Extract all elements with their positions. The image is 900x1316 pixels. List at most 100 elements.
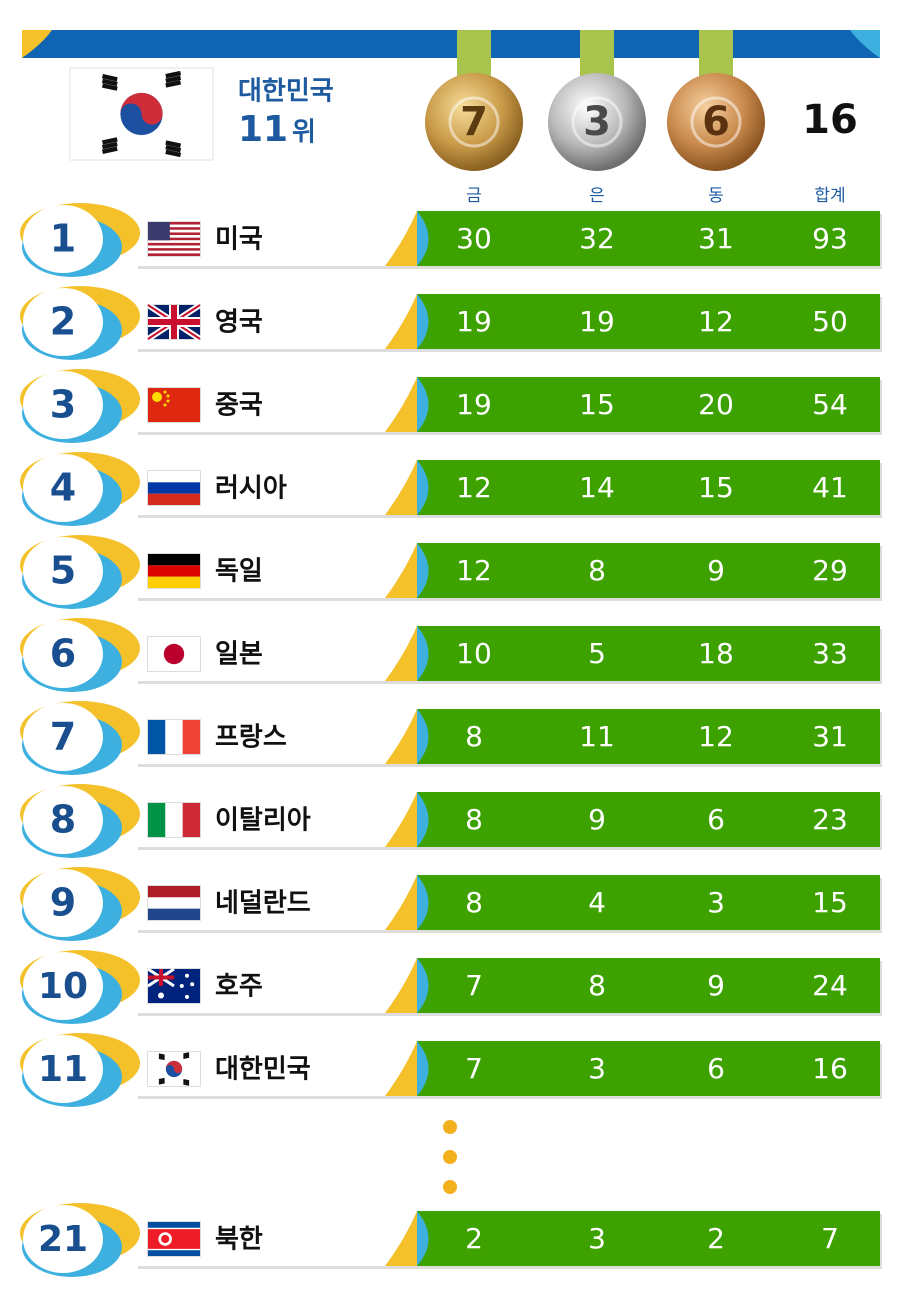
- row-divider-deco: [385, 1211, 417, 1266]
- flag-part: [165, 145, 182, 153]
- header-rank-suffix: 위: [292, 118, 316, 148]
- medal-value: 19: [456, 305, 492, 338]
- flag-part: [158, 1079, 165, 1083]
- row-divider-deco: [385, 626, 417, 681]
- row-divider-deco: [385, 377, 417, 432]
- header-rank: 11: [238, 109, 288, 150]
- country-flag: [147, 636, 201, 672]
- medal-value: 5: [588, 637, 606, 670]
- rank-number: 6: [50, 632, 76, 676]
- flag-part: [165, 1060, 183, 1074]
- row-medal-cell: [417, 626, 880, 681]
- medal-value: 29: [812, 554, 848, 587]
- column-label: 은: [589, 186, 605, 206]
- rank-badge: [23, 205, 103, 273]
- row-divider-deco: [385, 460, 417, 515]
- medal: [667, 73, 765, 171]
- country-flag: [147, 1051, 201, 1087]
- flag-part: [101, 78, 118, 87]
- medal-value: 6: [707, 1052, 725, 1085]
- row-divider-deco: [385, 1041, 417, 1096]
- medal-value: 20: [698, 388, 734, 421]
- flag-part: [165, 720, 183, 754]
- flag-part: [148, 245, 200, 249]
- medal-value: 54: [812, 388, 848, 421]
- flag-part: [182, 720, 200, 754]
- medal-value: 2: [465, 1222, 483, 1255]
- flag-part: [183, 1053, 190, 1058]
- flag-part: [101, 83, 118, 91]
- flag-part: [120, 92, 163, 125]
- flag-part: [185, 994, 189, 999]
- flag-part: [183, 1079, 190, 1083]
- flag-part: [148, 237, 200, 241]
- row-medal-cell: [417, 1211, 880, 1266]
- top-bar-deco: [22, 30, 52, 58]
- header-total: 16: [802, 97, 858, 143]
- top-bar: [22, 30, 880, 58]
- medal: [425, 73, 523, 171]
- row-medal-deco: [417, 1211, 429, 1266]
- medal-value: 41: [812, 471, 848, 504]
- flag-part: [148, 803, 166, 837]
- medal-inner: [690, 96, 742, 148]
- medal-value: 7: [465, 1052, 483, 1085]
- medal-value: 3: [707, 886, 725, 919]
- medal-value: 11: [579, 720, 615, 753]
- flag-part: [148, 253, 200, 256]
- flag-part: [148, 565, 200, 577]
- flag-part: [148, 250, 200, 254]
- flag-part: [166, 394, 170, 398]
- row-divider-deco: [385, 294, 417, 349]
- row-medal-deco: [417, 543, 429, 598]
- medal-value: 31: [698, 222, 734, 255]
- medal-value: 8: [588, 554, 606, 587]
- medal-inner: [448, 96, 500, 148]
- row-medal-cell: [417, 792, 880, 847]
- flag-part: [165, 149, 182, 158]
- medal-count: 7: [460, 99, 488, 145]
- top-bar-deco: [850, 30, 880, 58]
- row-divider-deco: [385, 875, 417, 930]
- medal-value: 8: [465, 886, 483, 919]
- ellipsis-dot: [443, 1120, 457, 1134]
- flag-part: [148, 224, 200, 228]
- country-flag: [147, 387, 201, 423]
- medal-value: 3: [588, 1052, 606, 1085]
- country-flag: [147, 719, 201, 755]
- country-flag: [146, 302, 202, 342]
- medal-value: 9: [707, 969, 725, 1002]
- row-divider-deco: [385, 211, 417, 266]
- medal-value: 15: [812, 886, 848, 919]
- medal-value: 19: [579, 305, 615, 338]
- flag-part: [148, 248, 200, 251]
- flag-part: [148, 222, 170, 241]
- flag-part: [148, 886, 200, 898]
- flag-part: [148, 975, 174, 980]
- flag-part: [148, 482, 200, 494]
- flag-part: [183, 1080, 190, 1085]
- row-medal-deco: [417, 792, 429, 847]
- country-name: 대한민국: [215, 1055, 311, 1085]
- flag-part: [152, 392, 162, 402]
- flag-part: [158, 1077, 165, 1081]
- country-name: 중국: [215, 391, 263, 421]
- medal-value: 14: [579, 471, 615, 504]
- rank-badge: [23, 1035, 103, 1103]
- row-medal-deco: [417, 1041, 429, 1096]
- medal-value: 30: [456, 222, 492, 255]
- rank-badge: [23, 537, 103, 605]
- rank-number: 1: [50, 217, 76, 261]
- medal-count: 6: [702, 99, 730, 145]
- row-medal-deco: [417, 626, 429, 681]
- medal-value: 12: [698, 720, 734, 753]
- row-medal-cell: [417, 958, 880, 1013]
- flag-part: [158, 1053, 165, 1057]
- country-name: 일본: [215, 640, 263, 670]
- rank-number: 2: [50, 300, 76, 344]
- flag-part: [148, 319, 200, 325]
- row-medal-cell: [417, 709, 880, 764]
- medal-value: 10: [456, 637, 492, 670]
- row-medal-cell: [417, 460, 880, 515]
- row-medal-deco: [417, 377, 429, 432]
